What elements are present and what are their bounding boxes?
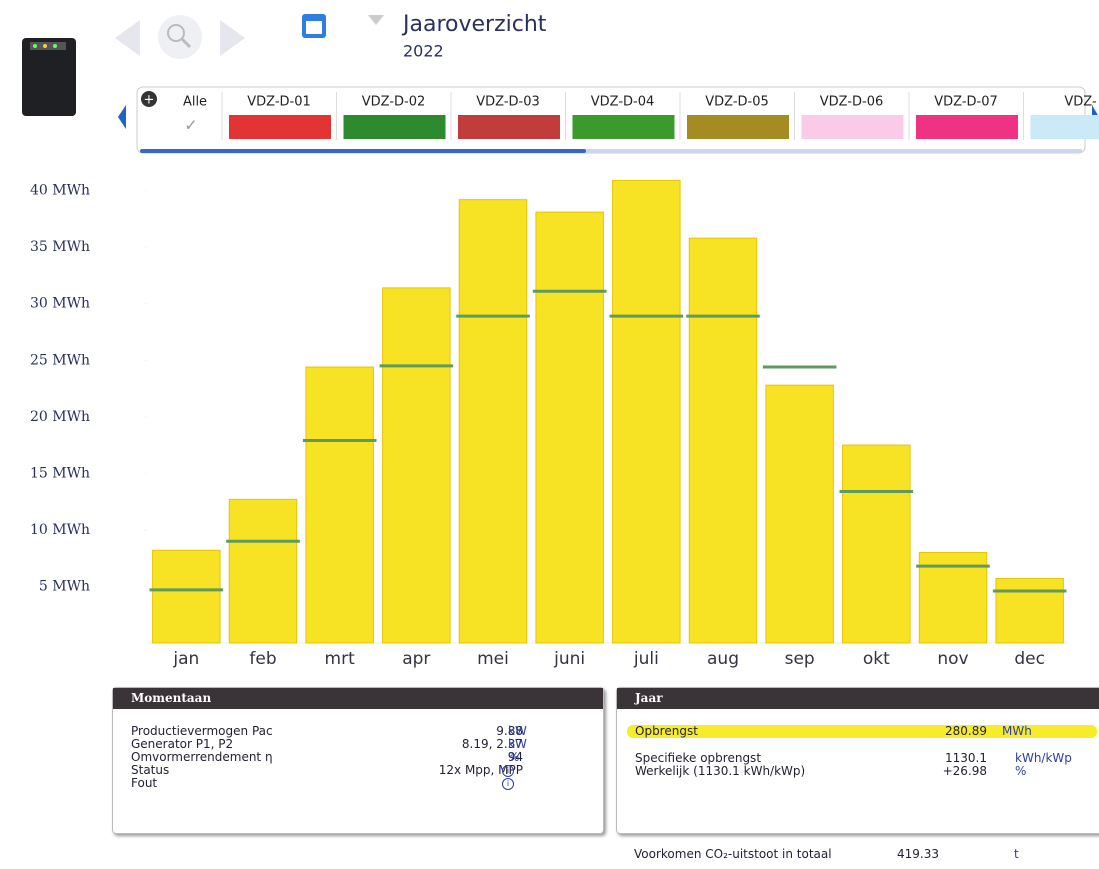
y-tick-label: 20 MWh: [30, 409, 90, 425]
page-title: Jaaroverzicht: [401, 12, 547, 37]
svg-text:+: +: [144, 93, 155, 108]
row-unit: MWh: [1002, 725, 1032, 738]
info-row: Voorkomen CO₂-uitstoot in totaal 419.33 t: [616, 848, 1099, 861]
info-row: Werkelijk (1130.1 kWh/kWp) +26.98%: [617, 765, 1099, 778]
tab-check: ✓: [184, 116, 197, 135]
nav-forward[interactable]: [220, 20, 245, 56]
page-year: 2022: [403, 42, 444, 61]
tab-label[interactable]: Alle: [183, 95, 207, 110]
row-label: Werkelijk (1130.1 kWh/kWp): [635, 765, 805, 778]
row-unit: %: [1015, 765, 1026, 778]
bar[interactable]: [459, 200, 526, 643]
x-tick-label: aug: [707, 649, 739, 669]
y-tick-label: 10 MWh: [30, 522, 90, 538]
tab-label[interactable]: VDZ-D-06: [820, 95, 884, 110]
dropdown-icon[interactable]: [368, 15, 384, 25]
bar[interactable]: [229, 499, 296, 643]
tab-color[interactable]: [687, 115, 789, 139]
info-row: Opbrengst 280.89 MWh: [627, 725, 1097, 738]
row-value: +26.98: [943, 765, 987, 778]
bar[interactable]: [613, 180, 680, 643]
bar[interactable]: [689, 238, 756, 643]
panel-title: Jaar: [617, 688, 1099, 709]
tab-color[interactable]: [573, 115, 675, 139]
panel-title: Momentaan: [113, 688, 603, 709]
nav-back[interactable]: [115, 20, 140, 56]
y-tick-label: 15 MWh: [30, 465, 90, 481]
y-tick-label: 30 MWh: [30, 296, 90, 312]
bar[interactable]: [306, 367, 373, 643]
tabs-scroll-left[interactable]: [118, 105, 126, 129]
search-button[interactable]: [158, 15, 202, 59]
tab-color[interactable]: [802, 115, 904, 139]
tab-label[interactable]: VDZ-D-02: [362, 95, 426, 110]
x-tick-label: apr: [402, 649, 430, 669]
bar[interactable]: [766, 385, 833, 643]
y-tick-label: 5 MWh: [39, 578, 90, 594]
bar[interactable]: [153, 550, 220, 643]
x-tick-label: jan: [172, 649, 199, 669]
tab-color[interactable]: [916, 115, 1018, 139]
y-tick-label: 25 MWh: [30, 352, 90, 368]
x-tick-label: sep: [785, 649, 815, 669]
row-unit: t: [1014, 848, 1019, 861]
bar[interactable]: [536, 212, 603, 643]
tab-color[interactable]: [1031, 115, 1099, 139]
x-tick-label: mrt: [325, 649, 356, 669]
row-label: Fout: [131, 777, 157, 790]
page: Jaaroverzicht 2022 + Alle ✓ VDZ-D-01 VDZ-D-…: [0, 0, 1099, 869]
x-tick-label: feb: [249, 649, 276, 669]
x-tick-label: mei: [477, 649, 509, 669]
info-icon[interactable]: i: [502, 778, 514, 790]
tab-label[interactable]: VDZ-D-07: [934, 95, 998, 110]
row-label: Voorkomen CO₂-uitstoot in totaal: [634, 848, 832, 861]
tab-label[interactable]: VDZ-: [1064, 95, 1097, 110]
tab-label[interactable]: VDZ-D-03: [476, 95, 540, 110]
tab-color[interactable]: [458, 115, 560, 139]
tab-color[interactable]: [229, 115, 331, 139]
row-value: 419.33: [897, 848, 939, 861]
x-tick-label: juni: [553, 649, 585, 669]
info-icon[interactable]: i: [502, 765, 514, 777]
row-label: Opbrengst: [635, 725, 698, 738]
tab-label[interactable]: VDZ-D-01: [247, 95, 311, 110]
co2-row: Voorkomen CO₂-uitstoot in totaal 419.33 t: [616, 848, 1099, 861]
panel-momentaan: Momentaan Productievermogen Pac9.88kWGen…: [112, 687, 604, 834]
bar[interactable]: [996, 579, 1063, 643]
row-value: 280.89: [945, 725, 987, 738]
y-tick-label: 35 MWh: [30, 239, 90, 255]
x-tick-label: okt: [863, 649, 890, 669]
info-row: Fout i: [113, 777, 603, 790]
tab-label[interactable]: VDZ-D-05: [705, 95, 769, 110]
x-tick-label: nov: [937, 649, 968, 669]
bar[interactable]: [843, 445, 910, 643]
bar[interactable]: [383, 288, 450, 643]
tab-color[interactable]: [344, 115, 446, 139]
tab-label[interactable]: VDZ-D-04: [591, 95, 655, 110]
x-tick-label: juli: [633, 649, 659, 669]
y-tick-label: 40 MWh: [30, 183, 90, 199]
x-tick-label: dec: [1014, 649, 1045, 669]
